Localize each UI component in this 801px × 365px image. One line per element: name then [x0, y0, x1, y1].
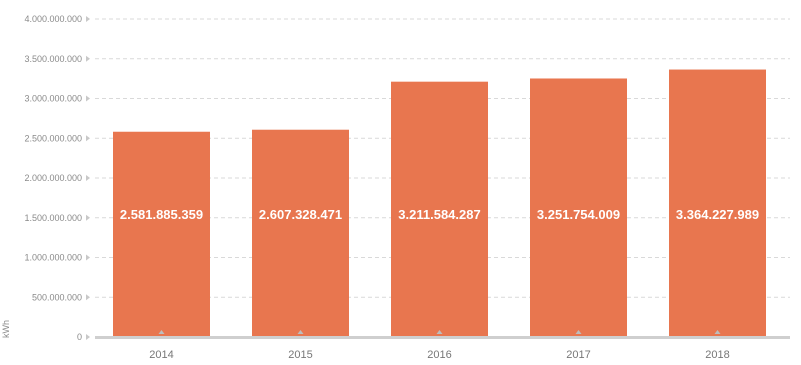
y-tick-label: 2.000.000.000	[24, 173, 82, 183]
y-tick-arrow	[86, 95, 90, 102]
x-tick-arrow	[297, 330, 304, 334]
x-tick-label: 2017	[566, 349, 590, 360]
y-tick-label: 1.500.000.000	[24, 213, 82, 223]
y-tick-arrow	[86, 214, 90, 221]
y-tick-arrow	[86, 175, 90, 181]
x-tick-arrow	[158, 330, 165, 334]
bar[interactable]	[391, 81, 488, 337]
x-tick-arrow	[575, 330, 582, 334]
bar-value-label: 2.607.328.471	[259, 207, 342, 222]
y-tick-arrow	[86, 55, 90, 62]
bar-value-label: 3.364.227.989	[676, 207, 759, 222]
bar-value-label: 2.581.885.359	[120, 207, 203, 222]
y-axis-ticks: 0 500.000.000 1.000.000.000 1.500.000.000 2.…	[24, 14, 90, 342]
bar[interactable]	[252, 129, 349, 337]
y-tick-label: 0	[77, 332, 82, 342]
x-axis-ticks: 2014 2015 2016 2017 2018	[149, 330, 730, 361]
bar-value-label: 3.211.584.287	[398, 207, 480, 222]
y-tick-label: 1.000.000.000	[24, 253, 82, 263]
bar[interactable]	[669, 69, 766, 337]
y-tick-label: 3.500.000.000	[24, 54, 82, 64]
y-tick-label: 4.000.000.000	[24, 14, 82, 24]
y-tick-label: 2.500.000.000	[24, 133, 82, 143]
grid-lines	[95, 18, 790, 298]
bar[interactable]	[530, 78, 627, 337]
x-tick-label: 2014	[149, 349, 173, 360]
bar-value-label: 3.251.754.009	[537, 207, 620, 222]
y-tick-label: 500.000.000	[32, 292, 82, 302]
y-tick-arrow	[86, 16, 90, 22]
y-tick-label: 3.000.000.000	[24, 94, 82, 104]
y-tick-arrow	[86, 135, 90, 142]
x-tick-label: 2015	[288, 349, 312, 360]
bars: 2.581.885.359 2.607.328.471 3.211.584.287 3…	[113, 69, 766, 337]
x-tick-label: 2018	[705, 349, 729, 360]
y-axis-label: kWh	[1, 320, 11, 338]
x-tick-arrow	[714, 330, 721, 334]
y-tick-arrow	[86, 294, 90, 301]
bar[interactable]	[113, 131, 210, 337]
x-tick-label: 2016	[427, 349, 451, 360]
y-tick-arrow	[86, 334, 90, 340]
y-tick-arrow	[86, 254, 90, 261]
x-tick-arrow	[436, 330, 443, 334]
